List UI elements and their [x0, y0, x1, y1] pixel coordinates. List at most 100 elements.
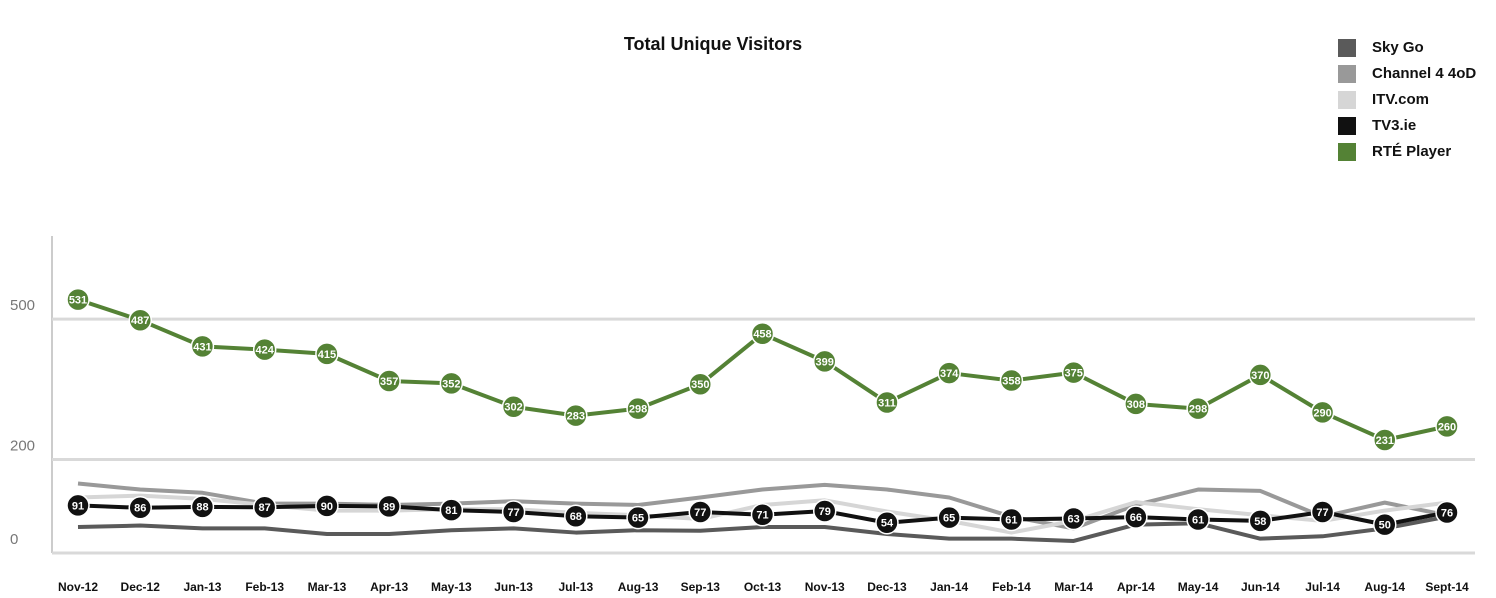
data-label: 77 — [1316, 507, 1328, 519]
data-point — [128, 308, 152, 332]
data-label: 424 — [256, 345, 275, 357]
data-point — [875, 510, 899, 535]
x-tick-label: Jun-14 — [1241, 580, 1280, 594]
x-tick-label: May-13 — [431, 580, 472, 594]
legend-label: RTÉ Player — [1372, 143, 1451, 160]
data-point — [688, 500, 713, 524]
data-point — [439, 498, 464, 522]
data-label: 76 — [1441, 507, 1453, 519]
x-tick-label: Dec-13 — [867, 580, 907, 594]
data-label: 77 — [507, 507, 519, 519]
data-point — [128, 496, 152, 520]
data-point — [66, 287, 90, 312]
x-tick-label: Apr-14 — [1117, 580, 1155, 594]
legend-swatch — [1338, 65, 1356, 83]
data-label: 71 — [756, 510, 768, 522]
data-point — [626, 396, 650, 421]
data-label: 61 — [1005, 514, 1017, 526]
data-label: 298 — [629, 404, 647, 416]
data-label: 50 — [1379, 520, 1391, 532]
chart-title: Total Unique Visitors — [624, 34, 802, 54]
data-label: 358 — [1002, 375, 1020, 387]
x-tick-label: Jan-13 — [183, 580, 221, 594]
data-label: 61 — [1192, 514, 1204, 526]
series-line — [77, 481, 1448, 531]
data-label: 458 — [753, 329, 771, 341]
legend-label: Sky Go — [1372, 39, 1424, 56]
data-label: 431 — [193, 341, 211, 353]
data-point — [812, 349, 837, 374]
data-label: 65 — [943, 513, 955, 525]
x-tick-label: Nov-12 — [58, 580, 98, 594]
data-point — [1373, 512, 1397, 537]
data-point — [1248, 509, 1273, 533]
data-point — [1061, 360, 1086, 385]
data-label: 374 — [940, 368, 959, 380]
x-tick-label: Mar-14 — [1054, 580, 1093, 594]
data-point — [937, 361, 961, 385]
x-tick-label: May-14 — [1178, 580, 1219, 594]
x-tick-label: Jun-13 — [494, 580, 533, 594]
data-point — [564, 403, 588, 428]
data-label: 88 — [196, 502, 208, 514]
data-point — [1435, 414, 1459, 439]
data-label: 79 — [819, 506, 831, 518]
data-point — [626, 505, 650, 530]
data-label: 399 — [816, 356, 834, 368]
data-point — [252, 495, 277, 520]
data-label: 90 — [321, 501, 333, 513]
x-tick-label: Sept-14 — [1425, 580, 1469, 594]
data-point — [1186, 507, 1210, 532]
legend-swatch — [1338, 91, 1356, 109]
series-line — [77, 297, 1448, 442]
data-label: 487 — [131, 315, 149, 327]
data-point — [315, 494, 339, 518]
data-label: 283 — [567, 411, 585, 423]
x-tick-label: Apr-13 — [370, 580, 408, 594]
data-label: 81 — [445, 505, 457, 517]
data-label: 231 — [1376, 435, 1394, 447]
data-point — [1124, 505, 1148, 529]
x-tick-label: Feb-14 — [992, 580, 1031, 594]
data-label: 370 — [1251, 370, 1269, 382]
data-label: 308 — [1127, 399, 1145, 411]
data-point — [501, 500, 526, 524]
legend-label: TV3.ie — [1372, 117, 1416, 134]
data-point — [999, 507, 1024, 532]
data-label: 54 — [881, 518, 894, 530]
data-point — [1310, 500, 1335, 524]
data-point — [1310, 400, 1335, 425]
legend-swatch — [1338, 117, 1356, 135]
data-point — [999, 368, 1024, 393]
data-point — [190, 334, 215, 359]
data-label: 531 — [69, 295, 87, 307]
x-tick-label: Aug-14 — [1364, 580, 1405, 594]
data-label: 63 — [1068, 513, 1080, 525]
data-label: 357 — [380, 376, 398, 388]
data-label: 298 — [1189, 404, 1207, 416]
x-tick-label: Sep-13 — [681, 580, 721, 594]
x-tick-label: Mar-13 — [308, 580, 347, 594]
data-label: 290 — [1313, 407, 1331, 419]
y-tick-label: 500 — [10, 297, 35, 314]
data-point — [750, 322, 775, 346]
data-point — [1124, 392, 1148, 416]
data-label: 91 — [72, 500, 84, 512]
data-label: 58 — [1254, 516, 1266, 528]
data-label: 260 — [1438, 421, 1456, 433]
data-point — [190, 495, 215, 519]
x-tick-label: Oct-13 — [744, 580, 782, 594]
x-tick-label: Aug-13 — [618, 580, 659, 594]
data-point — [937, 505, 961, 530]
data-label: 415 — [318, 349, 336, 361]
data-label: 89 — [383, 501, 395, 513]
data-label: 311 — [878, 397, 896, 409]
data-point — [439, 371, 464, 396]
data-label: 352 — [442, 378, 460, 390]
data-point — [252, 337, 277, 362]
data-point — [1186, 396, 1210, 421]
legend-swatch — [1338, 39, 1356, 57]
data-label: 68 — [570, 511, 582, 523]
x-tick-label: Jul-14 — [1305, 580, 1340, 594]
data-label: 65 — [632, 513, 644, 525]
